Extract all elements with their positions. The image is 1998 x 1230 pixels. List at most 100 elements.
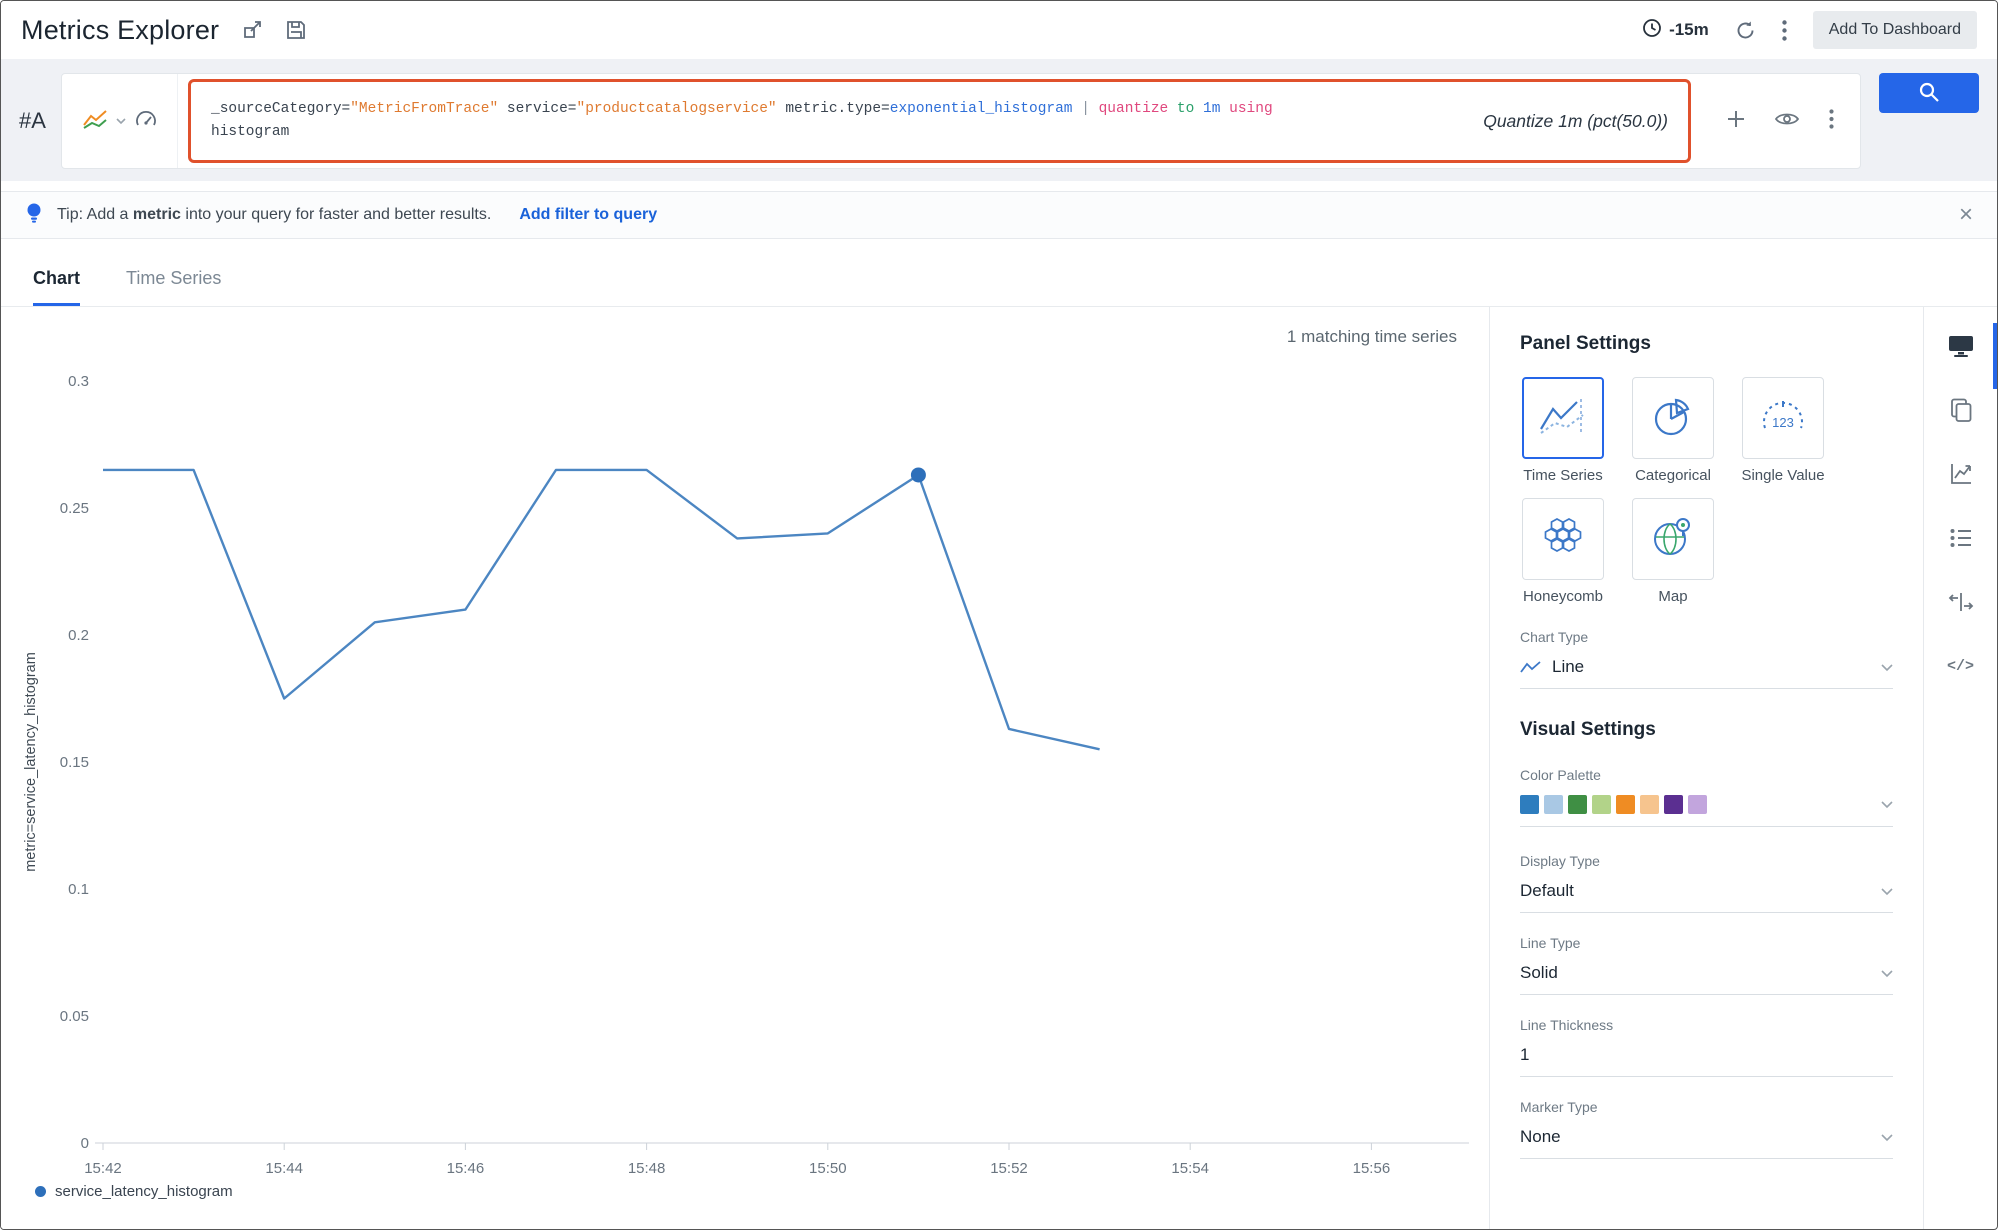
tab-time-series[interactable]: Time Series (126, 268, 222, 288)
legend-dot (35, 1186, 46, 1197)
line-type-label: Line Type (1520, 935, 1581, 951)
marker-type-select[interactable]: None (1520, 1115, 1893, 1159)
x-tick-label: 15:50 (809, 1160, 847, 1177)
y-tick-label: 0.2 (68, 627, 89, 644)
line-type-select[interactable]: Solid (1520, 951, 1893, 995)
categorical-icon (1650, 393, 1696, 444)
page-title: Metrics Explorer (21, 14, 220, 45)
chart-type-card-label: Honeycomb (1522, 588, 1604, 605)
right-rail: </> (1923, 307, 1997, 1229)
palette-swatch-3[interactable] (1592, 795, 1611, 814)
query-bar-actions (1701, 74, 1860, 168)
chart-type-card-label: Categorical (1635, 467, 1711, 484)
preview-eye-icon[interactable] (1774, 111, 1800, 132)
chart-type-cards: Time Series Categorical 123 Single Value (1520, 377, 1893, 605)
active-rail-indicator (1993, 323, 1997, 389)
chart-type-select[interactable]: Line (1520, 645, 1893, 689)
time-series-icon (1537, 395, 1589, 442)
add-to-dashboard-button[interactable]: Add To Dashboard (1812, 11, 1977, 49)
time-range-button[interactable]: -15m (1642, 18, 1709, 43)
legend-list-panel-icon[interactable] (1946, 525, 1976, 551)
line-mini-icon (1520, 660, 1542, 674)
lightbulb-icon (25, 202, 43, 229)
query-type-cluster (62, 74, 178, 168)
chart-panel-icon[interactable] (1946, 461, 1976, 487)
chart-type-card-categorical[interactable]: Categorical (1630, 377, 1716, 484)
chevron-down-icon (1881, 963, 1893, 983)
chart-area: 1 matching time series 15:42 15:44 15:46 15… (1, 307, 1489, 1229)
svg-text:123: 123 (1772, 415, 1794, 430)
x-tick-label: 15:46 (447, 1160, 485, 1177)
y-tick-label: 0.15 (60, 754, 89, 771)
add-query-row-button[interactable] (1727, 110, 1745, 133)
clock-icon (1642, 18, 1662, 43)
metrics-query-type-icon[interactable] (82, 108, 108, 135)
x-tick-label: 15:48 (628, 1160, 666, 1177)
chart-type-card-honeycomb[interactable]: Honeycomb (1520, 498, 1606, 605)
code-panel-icon[interactable]: </> (1946, 657, 1974, 675)
content: 1 matching time series 15:42 15:44 15:46 15… (1, 307, 1997, 1229)
chart-legend[interactable]: service_latency_histogram (35, 1183, 233, 1200)
refresh-icon[interactable] (1735, 20, 1756, 41)
palette-swatch-0[interactable] (1520, 795, 1539, 814)
query-options-kebab-icon[interactable] (1829, 108, 1834, 134)
tip-bar: Tip: Add a metric into your query for fa… (1, 191, 1997, 239)
query-text[interactable]: _sourceCategory="MetricFromTrace" servic… (211, 100, 1282, 140)
chart-type-value: Line (1552, 656, 1585, 676)
time-series-chart-svg[interactable]: 15:42 15:44 15:46 15:48 15:50 15:52 15:54 15:56… (1, 307, 1489, 1229)
speedometer-icon[interactable] (134, 108, 158, 135)
panel-settings-title: Panel Settings (1520, 333, 1651, 354)
quantize-mode-label: Quantize 1m (pct(50.0)) (1483, 110, 1668, 131)
y-tick-label: 0 (81, 1135, 89, 1152)
palette-swatch-5[interactable] (1640, 795, 1659, 814)
highlighted-point[interactable] (910, 467, 926, 483)
line-thickness-input[interactable] (1520, 1033, 1893, 1077)
marker-type-label: Marker Type (1520, 1099, 1598, 1115)
add-filter-link[interactable]: Add filter to query (519, 206, 658, 223)
tab-bar: Chart Time Series (1, 253, 1997, 307)
share-icon[interactable] (241, 19, 263, 41)
tip-text: Tip: Add a metric into your query for fa… (57, 206, 492, 223)
palette-swatch-4[interactable] (1616, 795, 1635, 814)
chart-type-card-time-series[interactable]: Time Series (1520, 377, 1606, 484)
line-thickness-label: Line Thickness (1520, 1017, 1614, 1033)
chevron-down-icon[interactable] (115, 112, 126, 130)
search-icon (1918, 81, 1940, 106)
series-line[interactable] (103, 468, 1100, 751)
annotation-highlight-box: _sourceCategory="MetricFromTrace" servic… (188, 79, 1691, 163)
display-type-label: Display Type (1520, 853, 1600, 869)
chart-type-card-label: Single Value (1741, 467, 1825, 484)
panel-settings: Panel Settings Time Series Categorical (1489, 307, 1923, 1229)
display-panel-icon[interactable] (1946, 333, 1976, 359)
color-palette-select[interactable] (1520, 783, 1893, 827)
y-tick-label: 0.05 (60, 1008, 89, 1025)
tab-chart[interactable]: Chart (33, 268, 81, 306)
chart-type-label: Chart Type (1520, 629, 1589, 645)
matching-series-label: 1 matching time series (1286, 327, 1457, 346)
split-compare-panel-icon[interactable] (1946, 589, 1976, 615)
chevron-down-icon (1881, 1127, 1893, 1147)
x-tick-label: 15:44 (265, 1160, 303, 1177)
display-type-select[interactable]: Default (1520, 869, 1893, 913)
palette-swatch-7[interactable] (1688, 795, 1707, 814)
chart-type-card-single-value[interactable]: 123 Single Value (1740, 377, 1826, 484)
search-button[interactable] (1879, 73, 1979, 113)
copy-panel-icon[interactable] (1946, 397, 1976, 423)
palette-swatch-1[interactable] (1544, 795, 1563, 814)
save-icon[interactable] (285, 19, 307, 41)
chart-type-card-map[interactable]: Map (1630, 498, 1716, 605)
tip-close-button[interactable]: × (1958, 201, 1973, 228)
single-value-icon: 123 (1756, 394, 1810, 443)
y-tick-label: 0.3 (68, 373, 89, 390)
chevron-down-icon (1881, 796, 1893, 814)
palette-swatch-6[interactable] (1664, 795, 1683, 814)
legend-label: service_latency_histogram (55, 1183, 233, 1200)
palette-swatch-2[interactable] (1568, 795, 1587, 814)
kebab-menu-icon[interactable] (1782, 19, 1787, 41)
x-tick-label: 15:54 (1171, 1160, 1209, 1177)
color-palette-label: Color Palette (1520, 767, 1601, 783)
chevron-down-icon (1881, 657, 1893, 677)
query-section: #A _sourceCategory="MetricFromTrace" ser… (1, 59, 1997, 181)
marker-type-value: None (1520, 1126, 1561, 1146)
